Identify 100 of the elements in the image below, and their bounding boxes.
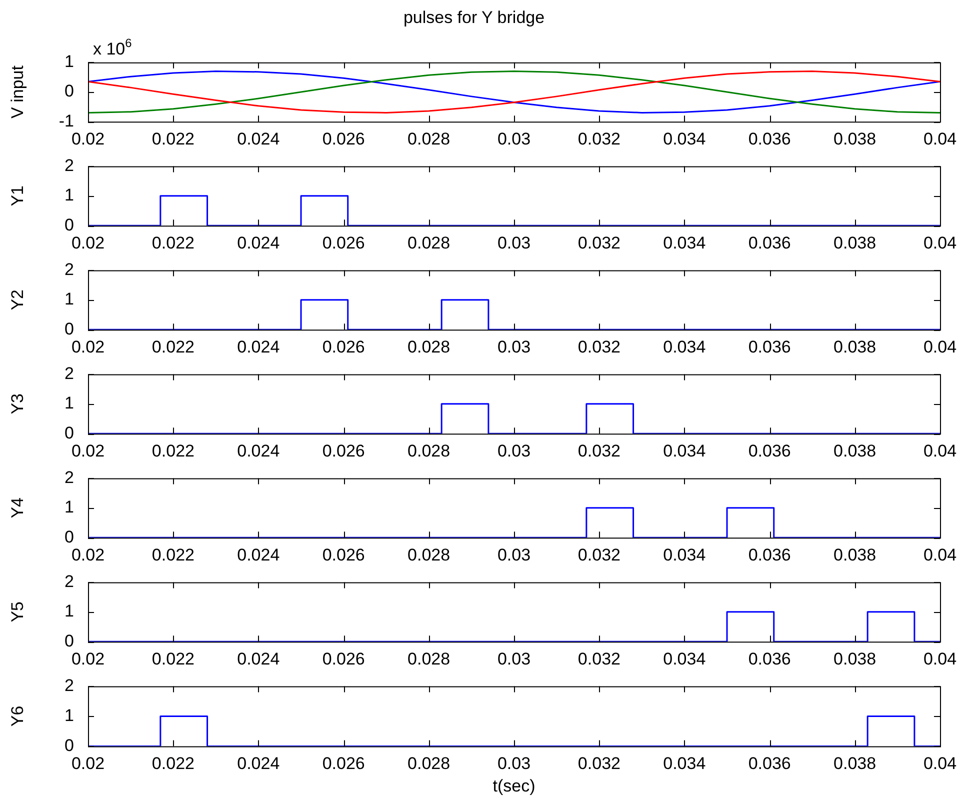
x-tick-label: 0.024: [237, 129, 280, 148]
y-tick-label: 1: [64, 602, 74, 621]
x-tick-label: 0.022: [152, 754, 194, 774]
x-tick-label: 0.026: [322, 337, 365, 356]
x-tick-label: 0.032: [578, 545, 620, 564]
x-tick-label: 0.03: [497, 649, 531, 668]
y-axis-title: Y1: [8, 186, 27, 206]
y-tick-label: 2: [64, 676, 74, 695]
x-tick-label: 0.034: [663, 129, 706, 148]
x-axis-title: t(sec): [492, 776, 536, 796]
y-tick-label: 1: [64, 52, 74, 72]
y-tick-label: 2: [64, 364, 74, 383]
x-tick-label: 0.024: [237, 649, 280, 668]
x-tick-label: 0.024: [237, 337, 280, 356]
x-tick-label: 0.038: [834, 754, 876, 774]
y-axis-title: Y2: [8, 290, 27, 310]
y-axis-title: Y6: [8, 706, 27, 727]
x-tick-label: 0.034: [663, 754, 706, 774]
x-tick-label: 0.034: [663, 337, 706, 356]
x-tick-label: 0.028: [408, 129, 450, 148]
x-tick-label: 0.02: [71, 129, 105, 148]
y-tick-label: 1: [64, 394, 74, 413]
x-tick-label: 0.028: [408, 337, 450, 356]
x-tick-label: 0.026: [322, 233, 365, 252]
x-tick-label: 0.02: [71, 233, 105, 252]
x-tick-label: 0.038: [834, 129, 876, 148]
x-tick-label: 0.04: [923, 754, 957, 774]
x-tick-label: 0.02: [71, 441, 105, 460]
y-axis-title: V input: [8, 65, 27, 118]
x-tick-label: 0.02: [71, 754, 105, 774]
x-tick-label: 0.02: [71, 545, 105, 564]
x-tick-label: 0.022: [152, 441, 194, 460]
x-tick-label: 0.038: [834, 649, 876, 668]
y-tick-label: 0: [64, 631, 74, 650]
y-tick-label: 0: [64, 319, 74, 338]
y-tick-label: 2: [64, 260, 74, 279]
x-tick-label: 0.036: [748, 441, 791, 460]
y-tick-label: 1: [64, 498, 74, 517]
x-tick-label: 0.04: [923, 337, 957, 356]
x-tick-label: 0.028: [408, 233, 450, 252]
x-tick-label: 0.03: [497, 441, 531, 460]
x-tick-label: 0.022: [152, 649, 194, 668]
x-tick-label: 0.024: [237, 233, 280, 252]
x-tick-label: 0.03: [497, 233, 531, 252]
x-tick-label: 0.026: [322, 649, 365, 668]
x-tick-label: 0.026: [322, 754, 365, 774]
x-tick-label: 0.032: [578, 649, 620, 668]
x-tick-label: 0.036: [748, 545, 791, 564]
y-tick-label: -1: [58, 111, 74, 130]
x-tick-label: 0.024: [237, 441, 280, 460]
x-tick-label: 0.038: [834, 233, 876, 252]
y-tick-label: 0: [64, 527, 74, 546]
y-tick-label: 0: [64, 215, 74, 234]
x-tick-label: 0.028: [408, 754, 450, 774]
x-tick-label: 0.026: [322, 545, 365, 564]
x-tick-label: 0.032: [578, 337, 620, 356]
y-axis-title: Y4: [8, 498, 27, 518]
y-tick-label: 1: [64, 186, 74, 205]
y-tick-label: 2: [64, 156, 74, 175]
x-tick-label: 0.028: [408, 545, 450, 564]
x-tick-label: 0.04: [923, 545, 957, 564]
x-tick-label: 0.038: [834, 545, 876, 564]
x-tick-label: 0.02: [71, 649, 105, 668]
x-tick-label: 0.034: [663, 545, 706, 564]
y-tick-label: 0: [64, 423, 74, 442]
x-tick-label: 0.022: [152, 545, 194, 564]
y-axis-title: Y3: [8, 394, 27, 414]
y-tick-label: 1: [64, 706, 74, 725]
x-tick-label: 0.022: [152, 129, 194, 148]
x-tick-label: 0.04: [923, 649, 957, 668]
x-tick-label: 0.026: [322, 441, 365, 460]
x-tick-label: 0.032: [578, 754, 620, 774]
x-tick-label: 0.032: [578, 129, 620, 148]
x-tick-label: 0.028: [408, 649, 450, 668]
x-tick-label: 0.038: [834, 337, 876, 356]
y-axis-title: Y5: [8, 602, 27, 622]
x-tick-label: 0.036: [748, 337, 791, 356]
x-tick-label: 0.034: [663, 233, 706, 252]
x-tick-label: 0.022: [152, 233, 194, 252]
x-tick-label: 0.032: [578, 233, 620, 252]
x-tick-label: 0.034: [663, 441, 706, 460]
y-tick-label: 0: [64, 736, 74, 755]
x-tick-label: 0.026: [322, 129, 365, 148]
x-tick-label: 0.038: [834, 441, 876, 460]
y-tick-label: 2: [64, 572, 74, 591]
y-tick-label: 0: [64, 82, 74, 101]
x-tick-label: 0.036: [748, 649, 791, 668]
x-tick-label: 0.032: [578, 441, 620, 460]
x-tick-label: 0.036: [748, 754, 791, 774]
x-tick-label: 0.03: [497, 754, 531, 774]
x-tick-label: 0.03: [497, 545, 531, 564]
x-tick-label: 0.036: [748, 233, 791, 252]
x-tick-label: 0.034: [663, 649, 706, 668]
x-tick-label: 0.024: [237, 754, 280, 774]
x-tick-label: 0.022: [152, 337, 194, 356]
chart-title: pulses for Y bridge: [403, 8, 545, 27]
x-tick-label: 0.04: [923, 233, 957, 252]
x-tick-label: 0.03: [497, 129, 531, 148]
y-tick-label: 2: [64, 468, 74, 487]
x-tick-label: 0.04: [923, 129, 957, 148]
